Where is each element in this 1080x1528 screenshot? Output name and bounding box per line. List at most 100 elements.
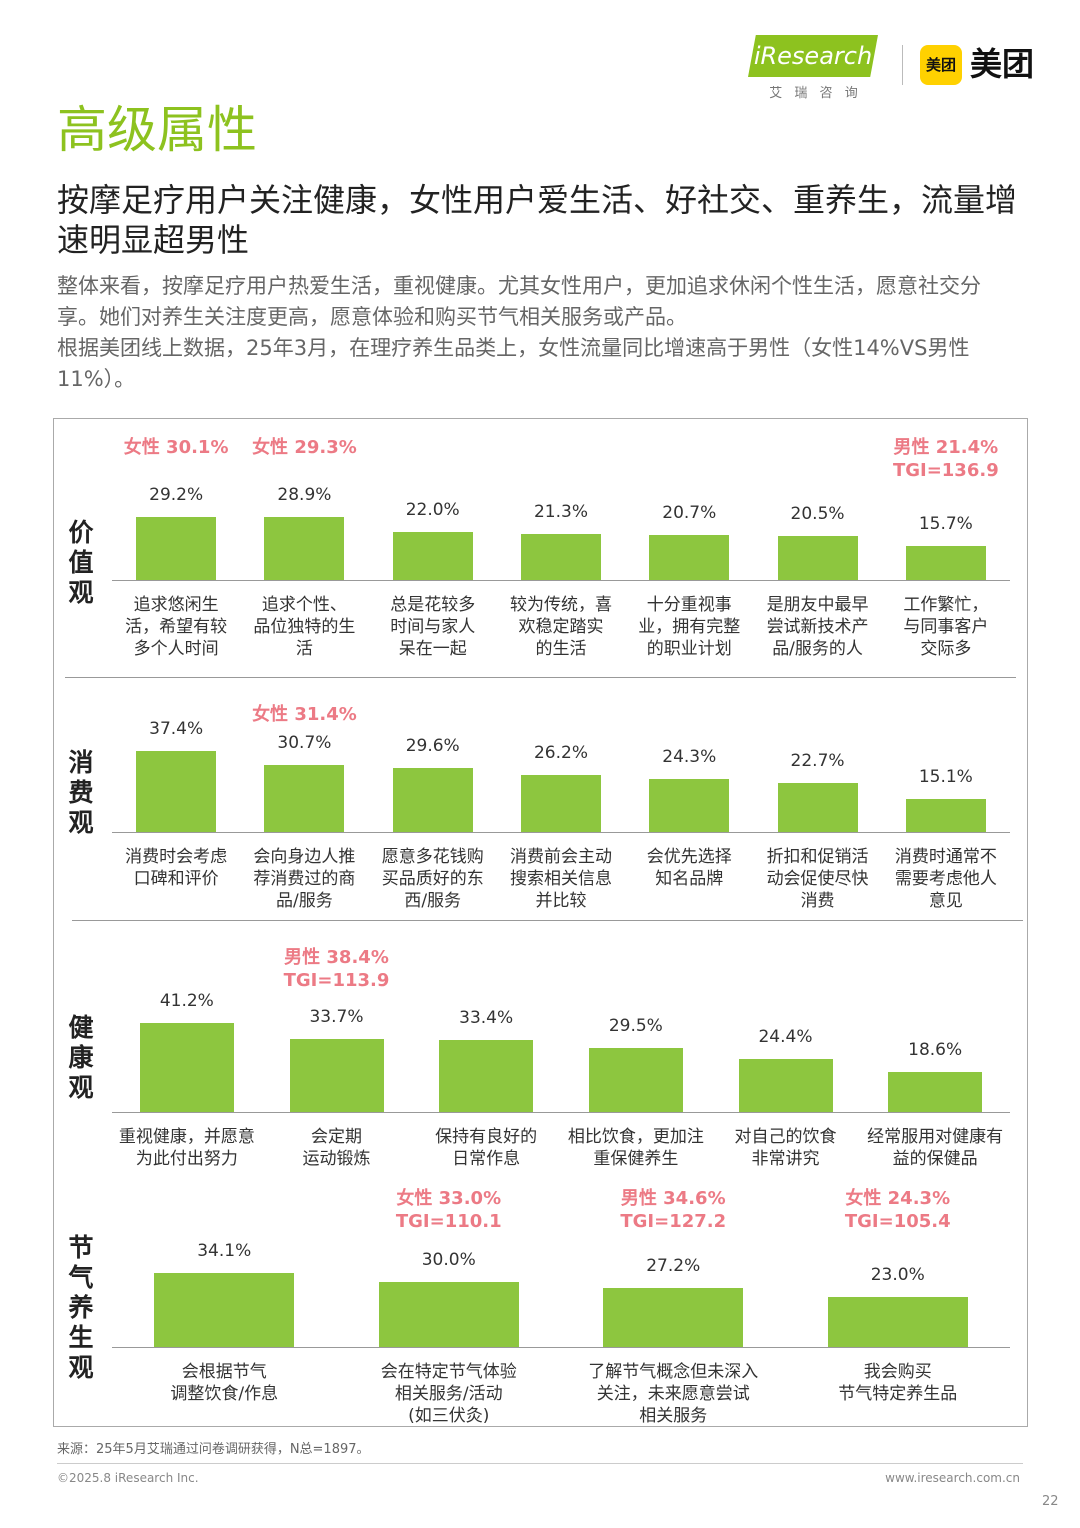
separator bbox=[72, 920, 1023, 921]
value-label: 15.7% bbox=[918, 513, 973, 534]
category-label: 会根据节气 调整饮食/作息 bbox=[170, 1362, 279, 1404]
bar bbox=[738, 1059, 833, 1112]
value-label: 23.0% bbox=[870, 1265, 925, 1286]
baseline bbox=[112, 580, 1010, 581]
annotation: 女性 29.3% bbox=[252, 437, 357, 458]
category-label: 相比饮食，更加注 重保健养生 bbox=[567, 1127, 704, 1169]
bar bbox=[827, 1297, 968, 1347]
bar bbox=[777, 535, 858, 580]
value-label: 21.3% bbox=[533, 501, 588, 522]
baseline bbox=[112, 1347, 1010, 1348]
category-label: 追求悠闲生 活，希望有较 多个人时间 bbox=[125, 595, 228, 659]
value-label: 29.2% bbox=[149, 484, 204, 505]
category-label: 总是花较多 时间与家人 呆在一起 bbox=[390, 595, 476, 659]
category-label: 会定期 运动锻炼 bbox=[302, 1127, 371, 1169]
value-label: 15.1% bbox=[918, 767, 973, 788]
baseline bbox=[112, 1112, 1010, 1113]
bar bbox=[264, 765, 345, 832]
annotation: TGI=110.1 bbox=[395, 1211, 502, 1232]
paragraph: 根据美团线上数据，25年3月，在理疗养生品类上，女性流量同比增速高于男性（女性1… bbox=[57, 336, 970, 391]
category-label: 会在特定节气体验 相关服务/活动 (如三伏灸) bbox=[380, 1362, 517, 1426]
source: 来源：25年5月艾瑞通过问卷调研获得，N总=1897。 bbox=[57, 1442, 370, 1457]
separator bbox=[65, 677, 1016, 678]
bar bbox=[905, 545, 986, 580]
bar bbox=[521, 775, 601, 832]
brand-logo: iResearch bbox=[748, 35, 878, 77]
bar bbox=[649, 779, 730, 832]
category-label: 十分重视事 业，拥有完整 的职业计划 bbox=[638, 595, 741, 659]
category-label: 追求个性、 品位独特的生 活 bbox=[253, 595, 356, 659]
annotation: 女性 24.3% bbox=[845, 1188, 951, 1209]
value-label: 24.4% bbox=[758, 1027, 813, 1048]
bar bbox=[603, 1287, 744, 1347]
bar bbox=[588, 1047, 683, 1112]
panel-title: 健康观 bbox=[68, 1013, 94, 1102]
value-label: 34.1% bbox=[197, 1241, 252, 1261]
headline: 按摩足疗用户关注健康，女性用户爱生活、好社交、重养生，流量增速明显超男性 bbox=[57, 181, 1018, 259]
value-label: 30.7% bbox=[277, 733, 332, 754]
annotation: 女性 31.4% bbox=[252, 704, 357, 725]
annotation: TGI=136.9 bbox=[892, 460, 999, 481]
value-label: 18.6% bbox=[908, 1039, 963, 1060]
annotation: TGI=127.2 bbox=[620, 1211, 727, 1232]
category-label: 对自己的饮食 非常讲究 bbox=[734, 1127, 837, 1169]
bar bbox=[136, 750, 217, 832]
category-label: 重视健康，并愿意 为此付出努力 bbox=[118, 1127, 255, 1169]
category-label: 较为传统，喜 欢稳定踏实 的生活 bbox=[509, 595, 612, 659]
value-label: 33.7% bbox=[309, 1006, 364, 1027]
annotation: 男性 21.4% bbox=[893, 437, 999, 458]
panel-title: 消费观 bbox=[68, 748, 94, 837]
category-label: 会优先选择 知名品牌 bbox=[646, 847, 732, 889]
bar bbox=[439, 1039, 534, 1112]
category-label: 经常服用对健康有 益的保健品 bbox=[867, 1127, 1004, 1169]
value-label: 41.2% bbox=[159, 990, 214, 1011]
annotation: 男性 38.4% bbox=[284, 947, 389, 968]
category-label: 会向身边人推 荐消费过的商 品/服务 bbox=[253, 847, 356, 911]
bar bbox=[154, 1273, 295, 1347]
annotation: 女性 33.0% bbox=[396, 1188, 502, 1209]
section-title: 高级属性 bbox=[57, 101, 257, 159]
category-label: 保持有良好的 日常作息 bbox=[435, 1127, 538, 1169]
value-label: 33.4% bbox=[459, 1007, 514, 1028]
baseline bbox=[112, 832, 1010, 833]
panel-title: 价值观 bbox=[68, 518, 94, 607]
category-label: 折扣和促销活 动会促使尽快 消费 bbox=[766, 847, 869, 911]
website: www.iresearch.com.cn bbox=[885, 1471, 1020, 1485]
annotation: 男性 34.6% bbox=[620, 1188, 726, 1209]
logo-divider bbox=[902, 45, 903, 85]
bar bbox=[521, 533, 601, 580]
value-label: 30.0% bbox=[421, 1249, 476, 1270]
annotation: TGI=105.4 bbox=[844, 1211, 951, 1232]
bar bbox=[136, 516, 217, 580]
chart-box bbox=[53, 418, 1028, 1427]
bar bbox=[649, 535, 730, 580]
annotation: 女性 30.1% bbox=[123, 437, 229, 458]
category-label: 愿意多花钱购 买品质好的东 西/服务 bbox=[381, 847, 484, 911]
value-label: 24.3% bbox=[662, 747, 717, 768]
footer-rule bbox=[57, 1463, 1023, 1464]
panel-title: 节气养生观 bbox=[68, 1233, 94, 1382]
value-label: 20.7% bbox=[662, 503, 717, 524]
value-label: 27.2% bbox=[646, 1255, 701, 1276]
bar bbox=[392, 767, 473, 832]
bar bbox=[139, 1022, 234, 1112]
value-label: 29.5% bbox=[608, 1015, 663, 1036]
partner-name: 美团 bbox=[970, 45, 1035, 83]
partner-icon: 美团 bbox=[920, 45, 962, 85]
bar bbox=[905, 799, 986, 832]
value-label: 26.2% bbox=[533, 743, 588, 764]
bar bbox=[289, 1038, 384, 1112]
category-label: 消费前会主动 搜索相关信息 并比较 bbox=[509, 847, 612, 911]
category-label: 是朋友中最早 尝试新技术产 品/服务的人 bbox=[766, 595, 869, 659]
bar bbox=[378, 1281, 519, 1347]
bar bbox=[777, 782, 858, 832]
value-label: 28.9% bbox=[277, 485, 332, 506]
value-label: 29.6% bbox=[405, 735, 460, 756]
paragraph: 整体来看，按摩足疗用户热爱生活，重视健康。尤其女性用户，更加追求休闲个性生活，愿… bbox=[57, 274, 981, 329]
value-label: 20.5% bbox=[790, 503, 845, 524]
category-label: 了解节气概念但未深入 关注，未来愿意尝试 相关服务 bbox=[588, 1362, 759, 1426]
value-label: 22.7% bbox=[790, 750, 845, 771]
category-label: 消费时会考虑 口碑和评价 bbox=[125, 847, 228, 889]
bar bbox=[392, 532, 473, 580]
